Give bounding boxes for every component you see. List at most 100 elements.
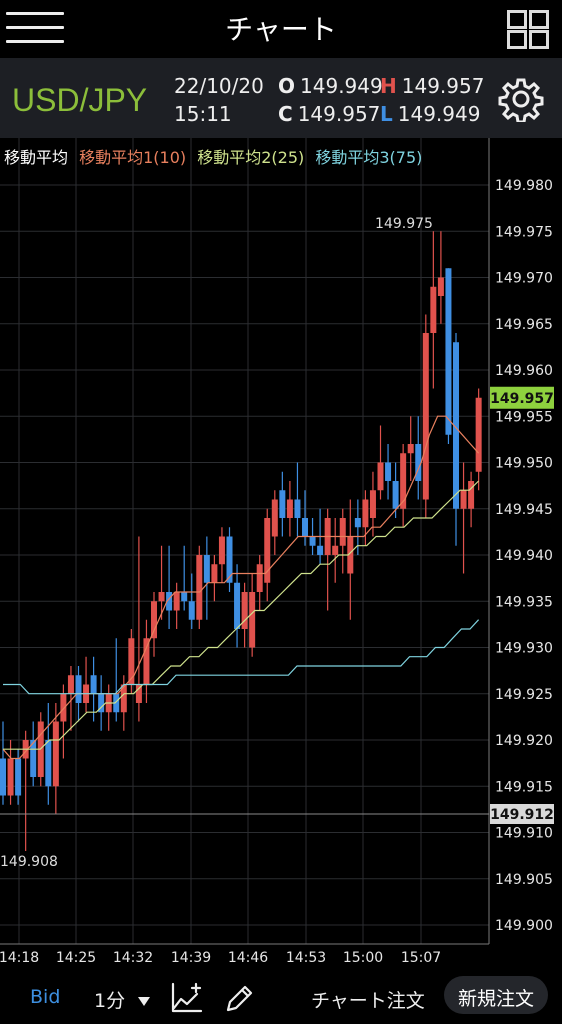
candle-body — [166, 592, 173, 611]
open-price: O 149.949 — [278, 74, 383, 98]
x-tick-label: 14:32 — [113, 950, 153, 966]
x-tick-label: 14:18 — [0, 950, 39, 966]
currency-pair[interactable]: USD/JPY — [12, 82, 148, 118]
low-annotation: 149.908 — [0, 854, 58, 870]
candle-body — [98, 693, 105, 713]
bid-ask-toggle[interactable]: Bid — [30, 986, 61, 1008]
page-title: チャート — [225, 13, 337, 46]
candle-body — [415, 444, 422, 481]
current-price-box — [490, 386, 554, 409]
moving-average-legend: 移動平均 移動平均1(10) 移動平均2(25) 移動平均3(75) — [4, 144, 428, 168]
candle-body — [362, 499, 369, 528]
candle-body — [400, 453, 407, 509]
candle-body — [377, 462, 384, 491]
ma-line-1 — [2, 415, 480, 760]
candle-body — [135, 684, 142, 703]
candle-body — [128, 638, 135, 685]
candle-body — [158, 592, 165, 602]
candle-body — [475, 397, 482, 472]
current-price-label: 149.957 — [490, 391, 554, 407]
x-tick-label: 14:53 — [286, 950, 326, 966]
candle-body — [7, 758, 14, 796]
candle-body — [60, 693, 67, 722]
candle-body — [30, 740, 37, 777]
candle-body — [317, 545, 324, 555]
candle-body — [422, 333, 429, 500]
y-tick-label: 149.935 — [495, 594, 553, 610]
candle-body — [67, 675, 74, 694]
y-tick-label: 149.930 — [495, 641, 553, 657]
legend-ma3: 移動平均3(75) — [315, 148, 423, 167]
bar-time: 15:11 — [174, 102, 232, 126]
candle-body — [468, 481, 475, 509]
candle-body — [90, 675, 97, 694]
y-tick-label: 149.925 — [495, 687, 553, 703]
y-tick-label: 149.980 — [495, 178, 553, 194]
x-tick-label: 15:00 — [343, 950, 383, 966]
candlestick-chart[interactable]: 149.980 149.975 149.970 149.965 149.960 149.9… — [0, 138, 562, 974]
candle-body — [385, 462, 392, 481]
candle-body — [354, 518, 361, 528]
crosshair-price-label: 149.912 — [490, 807, 554, 823]
candle-body — [151, 601, 157, 639]
grid-layout-icon[interactable] — [507, 10, 549, 49]
y-tick-label: 149.900 — [495, 918, 553, 934]
pencil-icon[interactable] — [224, 982, 256, 1014]
y-tick-label: 149.940 — [495, 548, 553, 564]
bottom-toolbar: Bid 1分 チャート注文 新規注文 — [0, 974, 562, 1024]
candle-body — [286, 499, 293, 518]
y-tick-label: 149.910 — [495, 826, 553, 842]
ma-line-3 — [3, 619, 480, 695]
candle-body — [407, 444, 414, 454]
candle-body — [226, 536, 233, 583]
legend-ma2: 移動平均2(25) — [197, 148, 305, 167]
candle-body — [445, 268, 452, 435]
candle-body — [113, 693, 120, 713]
bar-date: 22/10/20 — [174, 74, 264, 98]
candle-body — [241, 592, 248, 629]
app-header: チャート — [0, 0, 562, 58]
candle-body — [271, 499, 278, 537]
candle-body — [211, 564, 218, 583]
legend-title: 移動平均 — [4, 148, 69, 167]
candle-body — [339, 518, 346, 546]
candle-body — [181, 592, 188, 602]
add-indicator-icon[interactable] — [170, 982, 204, 1014]
hamburger-menu-icon[interactable] — [6, 12, 64, 44]
y-tick-label: 149.905 — [495, 872, 553, 888]
y-tick-label: 149.960 — [495, 363, 553, 379]
candle-body — [302, 518, 308, 537]
y-tick-label: 149.915 — [495, 779, 553, 795]
candle-body — [309, 536, 316, 546]
candle-body — [279, 490, 286, 518]
candle-body — [173, 592, 180, 611]
price-info-bar: USD/JPY 22/10/20 15:11 O 149.949 H 149.957… — [0, 58, 562, 138]
x-tick-label: 14:46 — [228, 950, 268, 966]
candle-body — [460, 490, 467, 509]
candle-body — [249, 592, 256, 648]
y-tick-label: 149.920 — [495, 733, 553, 749]
candle-body — [332, 545, 339, 555]
dropdown-triangle-icon — [138, 997, 151, 1006]
candle-body — [347, 536, 354, 574]
ma-line-2 — [3, 480, 480, 750]
candle-body — [203, 555, 210, 583]
candle-body — [75, 675, 82, 703]
chart-order-button[interactable]: チャート注文 — [311, 990, 425, 1012]
candle-body — [120, 684, 127, 713]
candle-body — [45, 740, 52, 787]
period-selector[interactable]: 1分 — [94, 986, 151, 1013]
y-tick-label: 149.970 — [495, 271, 553, 287]
candle-body — [52, 721, 59, 787]
candle-body — [392, 481, 399, 509]
gear-icon[interactable] — [498, 76, 544, 122]
candle-body — [218, 536, 225, 565]
y-tick-label: 149.975 — [495, 224, 553, 240]
y-tick-label: 149.950 — [495, 456, 553, 472]
legend-ma1: 移動平均1(10) — [79, 148, 187, 167]
close-price: C 149.957 — [278, 102, 381, 126]
candle-body — [430, 286, 437, 333]
new-order-button[interactable]: 新規注文 — [444, 976, 548, 1014]
candle-body — [143, 638, 150, 685]
candle-body — [234, 582, 241, 629]
